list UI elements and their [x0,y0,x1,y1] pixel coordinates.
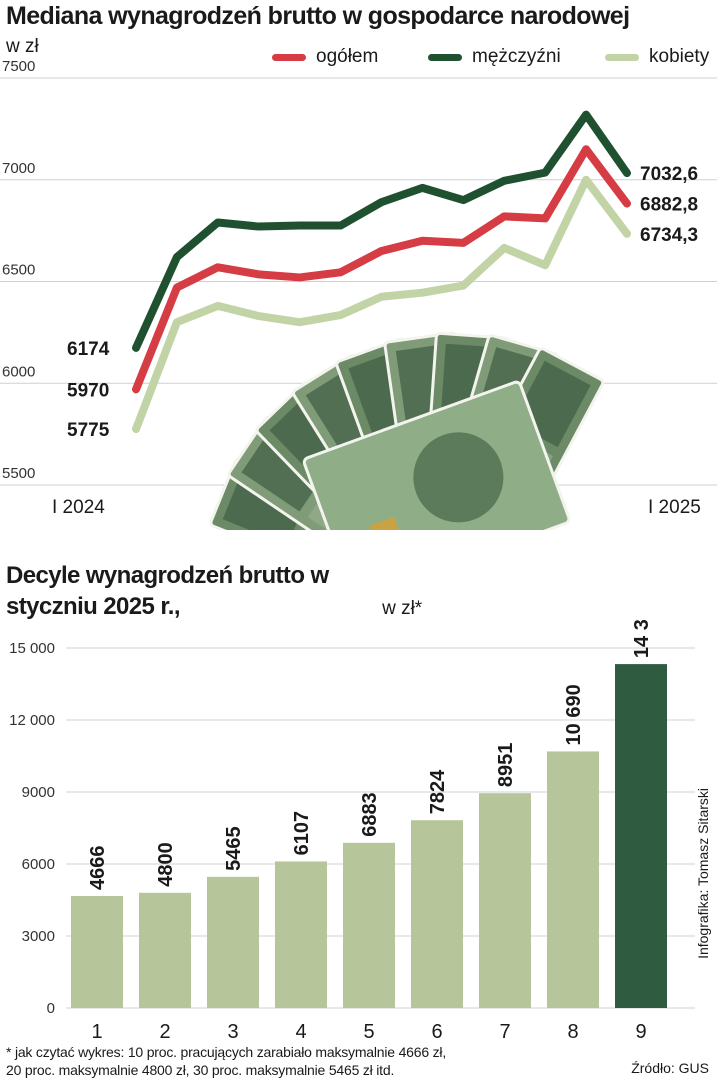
bar-x-label-6: 6 [431,1021,442,1043]
bar-value-label-8: 10 690 [563,684,585,745]
line-chart: 5500 6000 6500 7000 7500 100 I 2024 I 2025 597… [0,58,717,530]
line-series-mezczyzni [132,110,631,352]
line-y-tick-5500: 5500 [2,465,35,482]
bar-x-label-9: 9 [635,1021,646,1043]
legend-label-mezczyzni: mężczyźni [472,46,561,67]
legend-label-kobiety: kobiety [649,46,710,67]
line-series-kobiety [132,175,631,434]
line-y-tick-6500: 6500 [2,262,35,279]
line-y-tick-7500: 7500 [2,58,35,75]
bar-decile-7 [479,793,531,1008]
bar-chart-labels: 4666 1 4800 2 5465 3 6107 4 6883 5 7824 6 8951 7 10 69… [87,620,653,1043]
bar-value-label-4: 6107 [291,811,313,856]
footnote-line-2: 20 proc. maksymalnie 4800 zł, 30 proc. m… [6,1062,395,1078]
banknote-illustration: 100 [209,331,605,530]
bar-decile-9 [615,664,667,1008]
line-label-start-ogolem: 5970 [67,380,109,401]
bar-decile-1 [71,896,123,1008]
bar-decile-3 [207,876,259,1008]
bar-x-label-5: 5 [363,1021,374,1043]
bar-y-tick-3000: 3000 [22,928,55,945]
bar-value-label-7: 8951 [495,743,517,788]
bar-y-tick-12000: 12 000 [9,712,55,729]
line-label-end-mezczyzni: 7032,6 [640,164,698,185]
bar-decile-2 [139,892,191,1008]
line-series-ogolem [132,145,631,394]
bar-chart-title: Decyle wynagrodzeń brutto w styczniu 202… [6,560,422,624]
legend-swatch-kobiety [605,53,639,61]
line-x-label-start: I 2024 [52,497,105,518]
bar-value-label-3: 5465 [223,826,245,871]
legend-item-kobiety: kobiety [605,46,709,68]
line-y-tick-6000: 6000 [2,363,35,380]
bar-x-label-1: 1 [91,1021,102,1043]
line-label-start-kobiety: 5775 [67,420,110,441]
bar-decile-8 [547,751,599,1008]
bar-y-tick-0: 0 [47,1000,55,1017]
bar-value-label-1: 4666 [87,846,109,891]
bar-value-label-6: 7824 [427,769,449,814]
line-chart-series [132,110,631,434]
bar-chart-bars [71,664,667,1008]
line-label-start-mezczyzni: 6174 [67,339,110,360]
line-label-end-ogolem: 6882,8 [640,195,698,216]
legend-label-ogolem: ogółem [316,46,379,67]
bar-x-label-8: 8 [567,1021,578,1043]
line-label-end-kobiety: 6734,3 [640,225,698,246]
bar-x-label-3: 3 [227,1021,238,1043]
bar-y-tick-15000: 15 000 [9,640,55,657]
line-chart-unit: w zł [6,36,39,57]
banknote-front: 100 [302,380,571,530]
bar-x-label-7: 7 [499,1021,510,1043]
bar-value-label-9: 14 329 [631,620,653,658]
bar-decile-5 [343,842,395,1008]
bar-chart-unit: w zł* [382,598,423,619]
legend-item-ogolem: ogółem [272,46,378,68]
bar-chart-title-text: Decyle wynagrodzeń brutto w styczniu 202… [6,562,329,620]
line-y-tick-7000: 7000 [2,160,35,177]
bar-y-tick-6000: 6000 [22,856,55,873]
legend-item-mezczyzni: mężczyźni [428,46,561,68]
bar-decile-4 [275,861,327,1008]
line-chart-title: Mediana wynagrodzeń brutto w gospodarce … [6,2,630,30]
bar-value-label-5: 6883 [359,792,381,837]
line-chart-labels: I 2024 I 2025 5970 6882,8 6174 7032,6 5775 6734… [52,164,701,518]
bar-x-label-4: 4 [295,1021,306,1043]
legend-swatch-ogolem [272,53,306,61]
source-text: Źródło: GUS [631,1060,709,1076]
bar-x-label-2: 2 [159,1021,170,1043]
bar-y-tick-9000: 9000 [22,784,55,801]
legend-swatch-mezczyzni [428,53,462,61]
footnote-line-1: * jak czytać wykres: 10 proc. pracującyc… [6,1044,447,1060]
footnote: * jak czytać wykres: 10 proc. pracującyc… [6,1043,446,1079]
bar-decile-6 [411,820,463,1008]
credit-text: Infografika: Tomasz Sitarski [695,788,711,959]
line-x-label-end: I 2025 [648,497,701,518]
bar-value-label-2: 4800 [155,842,177,887]
